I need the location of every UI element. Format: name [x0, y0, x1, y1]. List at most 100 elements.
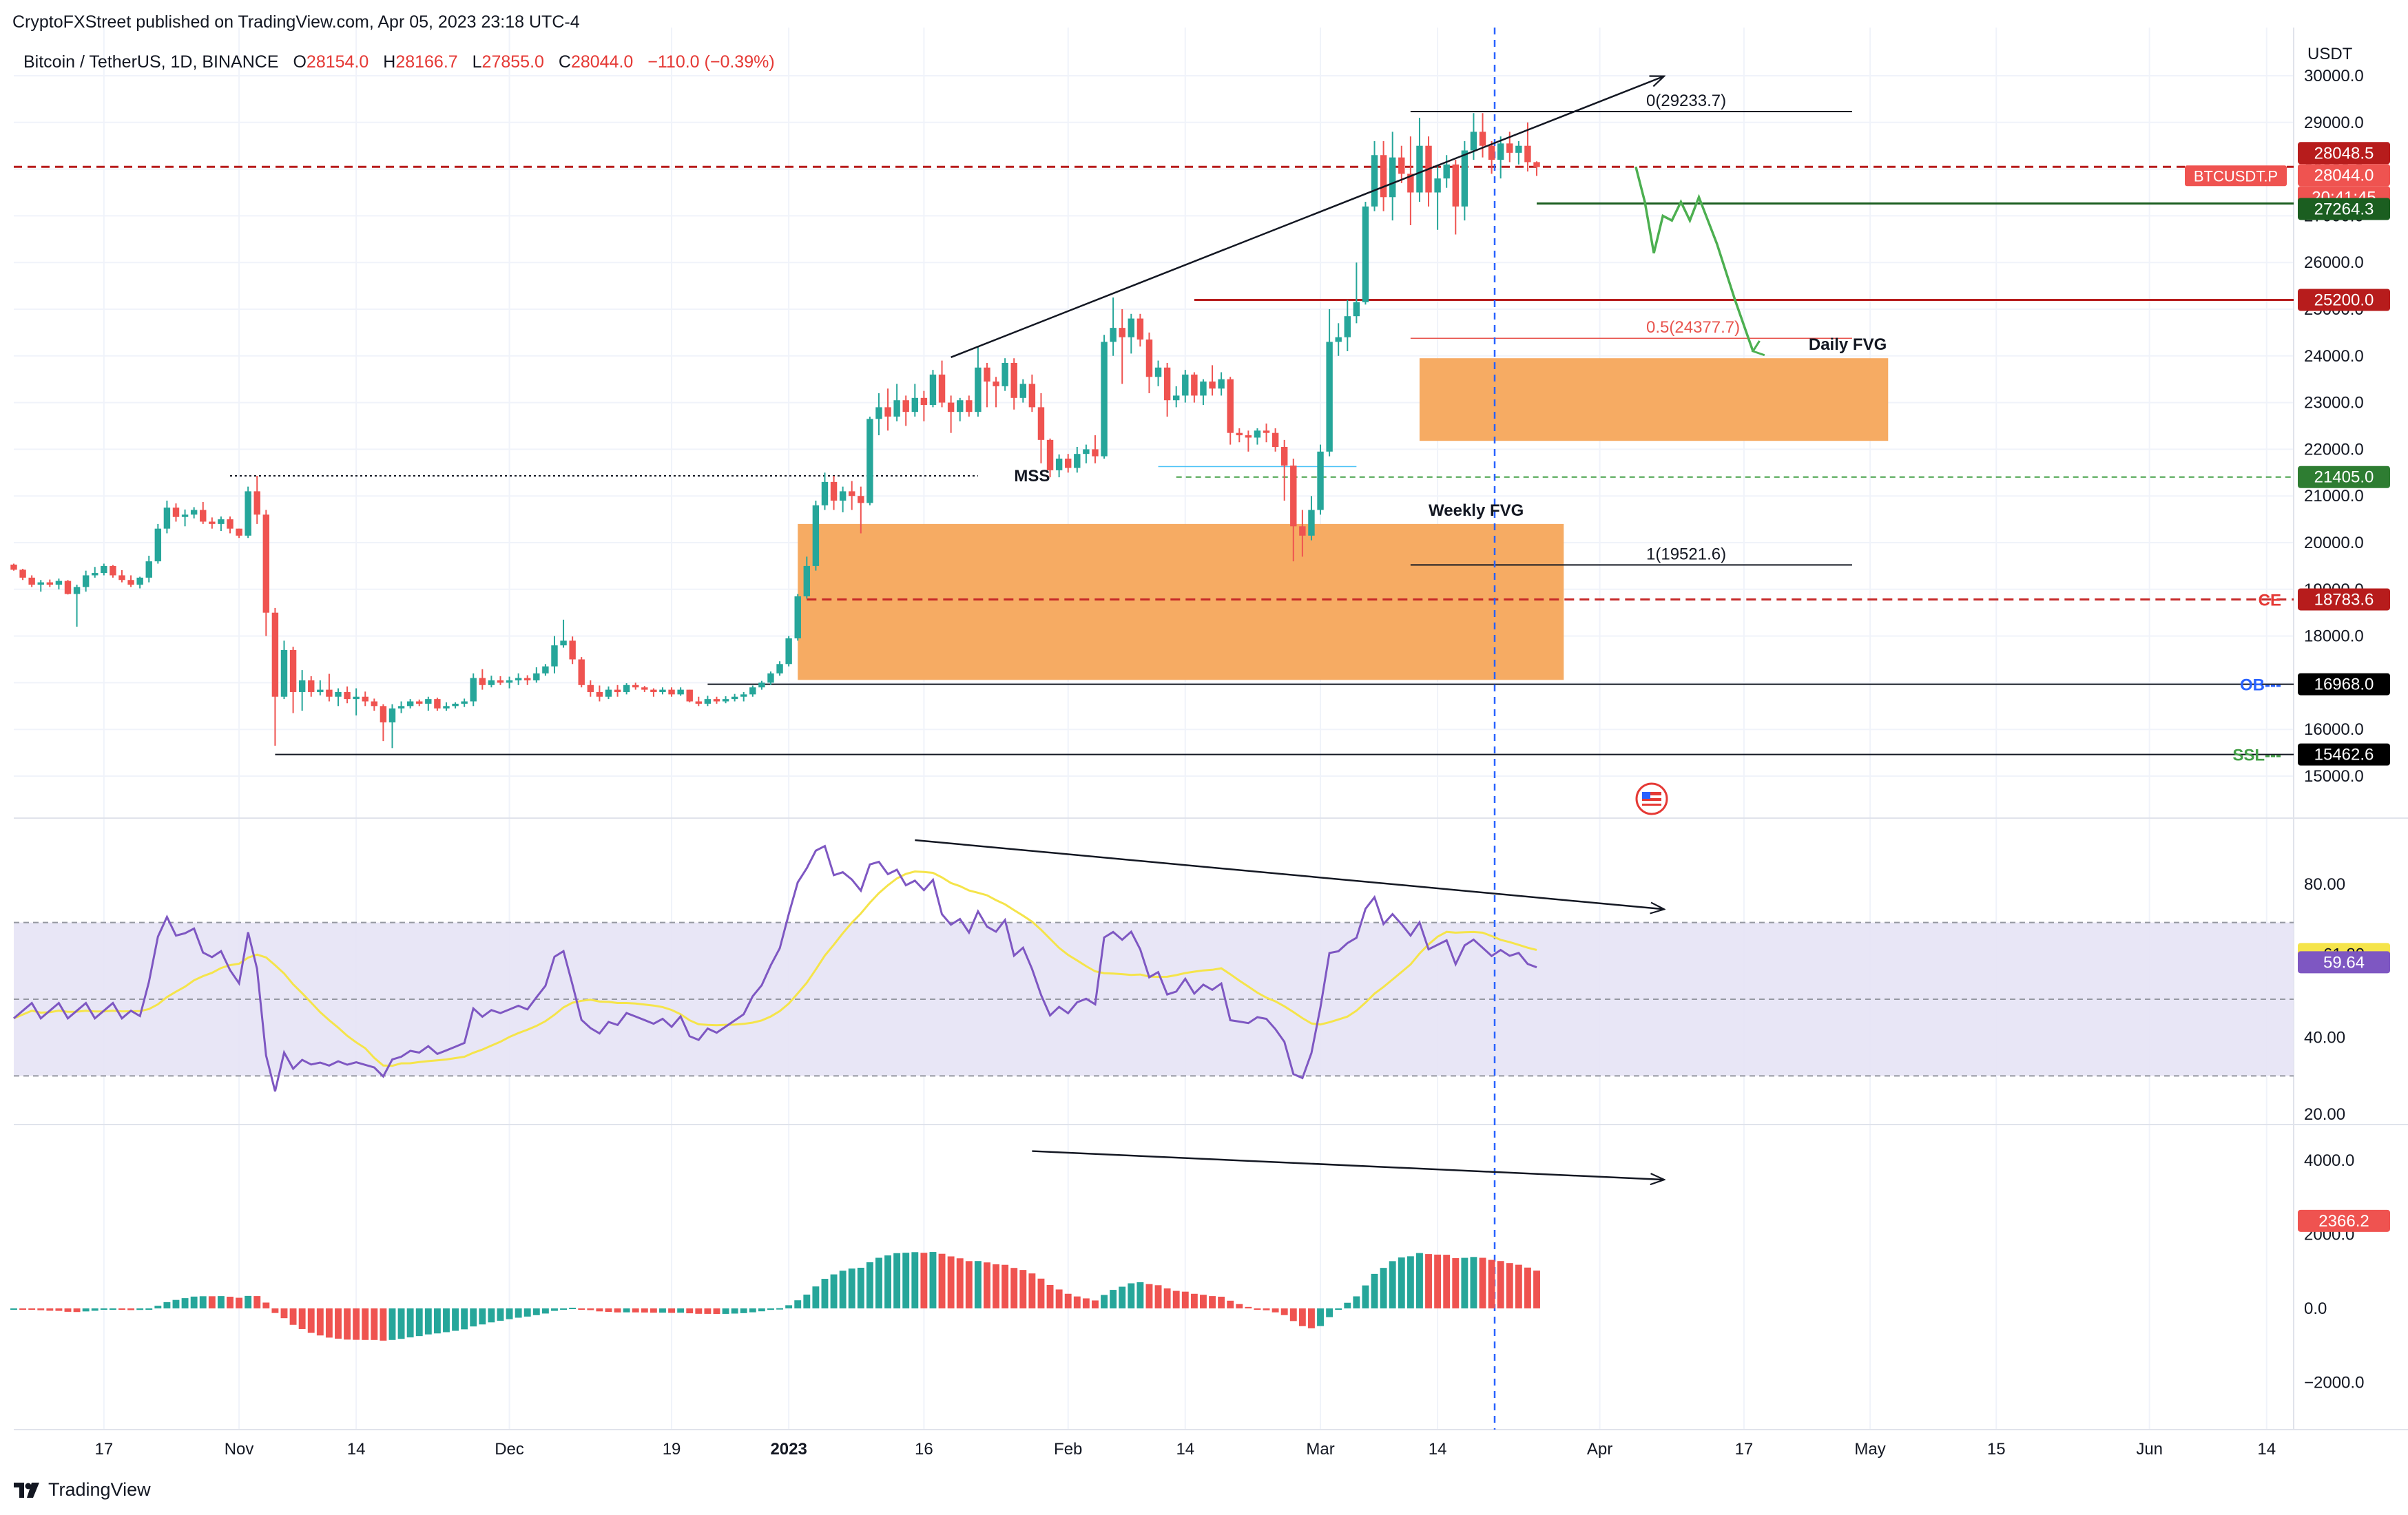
symbol-name: Bitcoin / TetherUS, 1D, BINANCE: [23, 52, 279, 72]
histogram-bar: [1380, 1268, 1387, 1308]
candle-body: [1191, 374, 1198, 396]
histogram-bar: [596, 1308, 603, 1312]
badge-28044-text: 28044.0: [2314, 166, 2374, 185]
candle-body: [1461, 150, 1468, 207]
open-label: O: [293, 52, 306, 72]
badge-16968-text: 16968.0: [2314, 676, 2374, 694]
candle-body: [236, 528, 242, 536]
candle-body: [1434, 178, 1441, 193]
histogram-bar: [1046, 1284, 1054, 1308]
histogram-bar: [1200, 1295, 1207, 1308]
candle-body: [614, 689, 621, 692]
candle-body: [1353, 302, 1360, 317]
candle-body: [1344, 316, 1351, 337]
candle-body: [731, 696, 738, 700]
candle-body: [1128, 318, 1135, 337]
histogram-bar: [605, 1308, 612, 1313]
candle-body: [975, 367, 982, 412]
candle-body: [452, 703, 459, 707]
histogram-bar: [614, 1308, 621, 1313]
candle-body: [849, 491, 855, 497]
histogram-bar: [497, 1308, 504, 1321]
candle-body: [497, 680, 504, 683]
candle-body: [659, 689, 666, 692]
candle-body: [253, 491, 260, 515]
candle-body: [19, 570, 26, 578]
histogram-bar: [236, 1297, 243, 1308]
rsi-line: [13, 844, 1537, 1092]
tradingview-brand[interactable]: TradingView: [14, 1479, 151, 1501]
candle-body: [1272, 432, 1279, 448]
histogram-bar: [82, 1308, 90, 1312]
symbol-tag-bg: [2185, 165, 2287, 187]
badge-15462-bg: [2298, 743, 2390, 766]
candle-body: [434, 699, 441, 709]
candle-body: [1218, 379, 1225, 389]
histogram-bar: [523, 1308, 531, 1317]
price-axis[interactable]: USDT 15000.016000.017000.018000.019000.0…: [2304, 45, 2364, 786]
high-value: 28166.7: [395, 52, 457, 72]
histogram-bar: [650, 1308, 657, 1313]
histogram-bar: [1254, 1308, 1261, 1310]
time-tick-label: 14: [1429, 1440, 1447, 1459]
candle-body: [984, 367, 990, 382]
candle-body: [1470, 132, 1477, 151]
histogram-bar: [55, 1308, 63, 1311]
candle-body: [1263, 430, 1270, 433]
candle-body: [1362, 206, 1369, 302]
candle-body: [776, 664, 783, 673]
histogram-bar: [452, 1308, 459, 1331]
candle-body: [406, 701, 414, 707]
candle-body: [55, 581, 63, 585]
histogram-bar: [289, 1308, 297, 1325]
badge-28048-text: 28048.5: [2314, 144, 2374, 163]
candle-body: [344, 691, 351, 700]
histogram-bar: [803, 1294, 811, 1308]
candle-body: [245, 491, 251, 536]
candle-body: [821, 481, 829, 505]
histogram-bar: [1163, 1288, 1171, 1308]
histogram-bar: [569, 1308, 577, 1310]
histogram-bar: [262, 1302, 270, 1308]
candle-body: [1101, 342, 1108, 457]
daily-fvg-box[interactable]: [1419, 358, 1889, 441]
candle-body: [713, 699, 720, 702]
candle-body: [1145, 339, 1153, 377]
us-flag-event-icon[interactable]: [1635, 782, 1668, 815]
badge-28044: 28044.0: [2298, 164, 2390, 187]
candle-body: [1254, 430, 1261, 438]
candle-body: [46, 582, 54, 585]
histogram-tick-label: −2000.0: [2304, 1374, 2364, 1392]
histogram-bar: [1190, 1293, 1198, 1308]
histogram-bar: [424, 1308, 432, 1335]
histogram-bar: [1136, 1282, 1144, 1308]
weekly-fvg-box[interactable]: [798, 523, 1564, 680]
candle-body: [929, 374, 937, 405]
candle-body: [209, 521, 216, 524]
candle-body: [1497, 143, 1504, 160]
histogram-bar: [1245, 1306, 1252, 1308]
badge-25200-text: 25200.0: [2314, 291, 2374, 309]
histogram-bar: [181, 1298, 189, 1308]
histogram-bar: [109, 1308, 116, 1310]
histogram-bar: [316, 1308, 324, 1336]
close-value: 28044.0: [571, 52, 633, 72]
candle-body: [64, 581, 72, 594]
candle-body: [181, 514, 189, 517]
histogram-bar: [578, 1308, 585, 1310]
time-axis[interactable]: 17 Nov 14 Dec 19 2023 16 Feb 14 Mar 14 Apr 17 May 15 Ju…: [94, 1440, 2276, 1459]
candle-body: [1200, 382, 1207, 396]
candlestick-series: [10, 113, 1540, 749]
candle-body: [515, 678, 522, 681]
histogram-bar: [1145, 1284, 1153, 1308]
weekly-fvg-label: Weekly FVG: [1429, 501, 1524, 520]
candle-body: [560, 640, 567, 646]
histogram-bar: [1218, 1296, 1225, 1308]
histogram-bar: [902, 1253, 910, 1308]
badge-rsi-bg: [2298, 951, 2390, 974]
histogram-bar: [217, 1296, 225, 1308]
histogram-bar: [1362, 1285, 1369, 1308]
candle-body: [632, 685, 639, 688]
candle-body: [1092, 449, 1099, 457]
